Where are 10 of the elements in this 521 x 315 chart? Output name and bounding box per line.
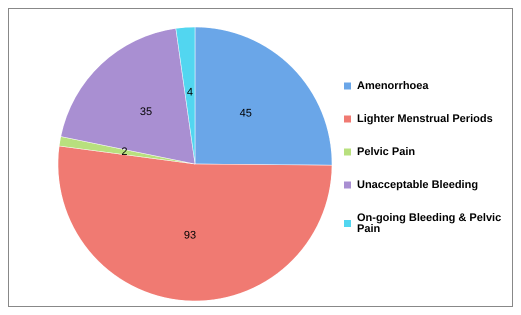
legend-label: On-going Bleeding & Pelvic Pain	[357, 212, 504, 235]
legend-label: Lighter Menstrual Periods	[357, 113, 493, 125]
legend-label: Amenorrhoea	[357, 80, 430, 92]
legend-label: Pelvic Pain	[357, 146, 416, 158]
data-label: 2	[121, 146, 128, 158]
data-label: 35	[140, 106, 152, 118]
data-label: 45	[240, 108, 252, 120]
legend-label: Unacceptable Bleeding	[357, 179, 478, 191]
data-label: 4	[186, 86, 194, 99]
data-label: 93	[184, 229, 196, 242]
